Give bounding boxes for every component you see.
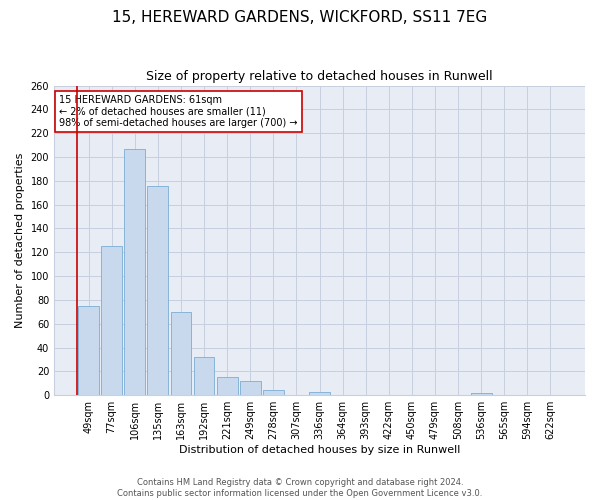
Bar — [217, 378, 238, 395]
Y-axis label: Number of detached properties: Number of detached properties — [15, 152, 25, 328]
Bar — [101, 246, 122, 395]
Text: 15, HEREWARD GARDENS, WICKFORD, SS11 7EG: 15, HEREWARD GARDENS, WICKFORD, SS11 7EG — [112, 10, 488, 25]
Text: 15 HEREWARD GARDENS: 61sqm
← 2% of detached houses are smaller (11)
98% of semi-: 15 HEREWARD GARDENS: 61sqm ← 2% of detac… — [59, 95, 298, 128]
Bar — [263, 390, 284, 395]
Bar — [170, 312, 191, 395]
Bar — [194, 357, 214, 395]
Bar — [309, 392, 330, 395]
Bar — [148, 186, 168, 395]
Bar — [471, 393, 491, 395]
Bar — [78, 306, 99, 395]
X-axis label: Distribution of detached houses by size in Runwell: Distribution of detached houses by size … — [179, 445, 460, 455]
Bar — [124, 148, 145, 395]
Title: Size of property relative to detached houses in Runwell: Size of property relative to detached ho… — [146, 70, 493, 83]
Bar — [240, 381, 260, 395]
Text: Contains HM Land Registry data © Crown copyright and database right 2024.
Contai: Contains HM Land Registry data © Crown c… — [118, 478, 482, 498]
